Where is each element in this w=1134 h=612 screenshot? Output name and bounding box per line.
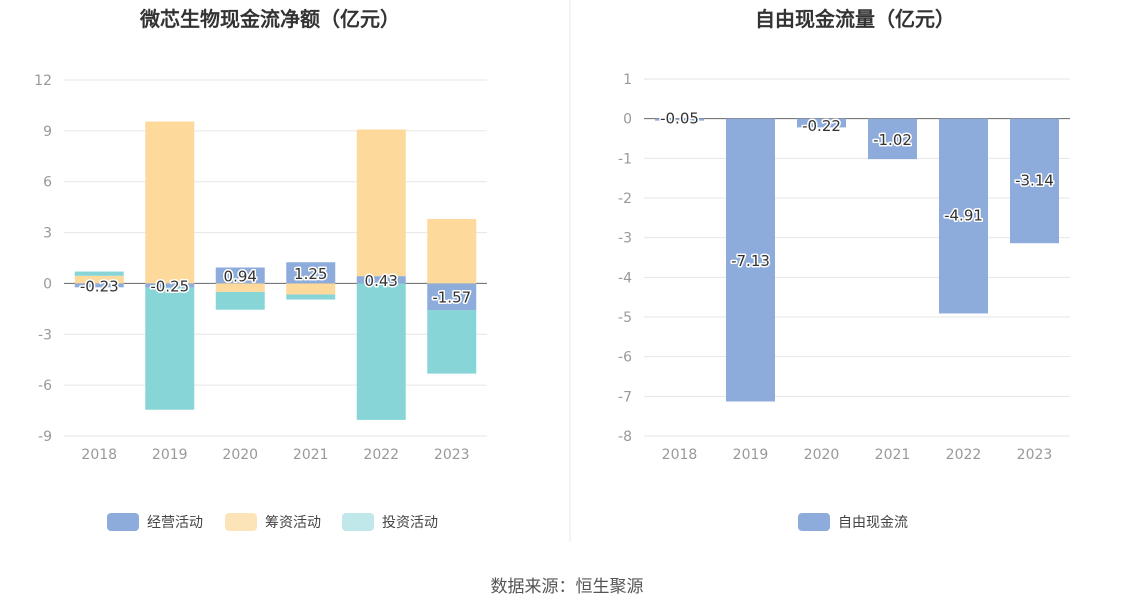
bar bbox=[655, 118, 704, 121]
y-tick-label: -6 bbox=[38, 378, 52, 394]
bar-segment bbox=[145, 121, 195, 284]
bar-segment bbox=[74, 271, 124, 276]
legend-item[interactable]: 经营活动 bbox=[107, 513, 203, 531]
bar-segment bbox=[74, 275, 124, 284]
legend: 自由现金流 bbox=[798, 513, 908, 531]
legend-item[interactable]: 筹资活动 bbox=[225, 513, 321, 531]
y-tick-label: 9 bbox=[43, 124, 52, 140]
bar bbox=[726, 118, 775, 402]
y-tick-label: 12 bbox=[34, 73, 52, 89]
y-tick-label: -7 bbox=[618, 389, 632, 405]
data-label: 0.94 bbox=[224, 267, 257, 285]
x-tick-label: 2023 bbox=[434, 447, 470, 463]
y-tick-label: -6 bbox=[618, 350, 632, 366]
bar-segment bbox=[286, 283, 336, 295]
x-tick-label: 2018 bbox=[81, 447, 117, 463]
legend-label: 筹资活动 bbox=[265, 514, 321, 531]
bar-segment bbox=[145, 283, 195, 288]
data-label: -4.91 bbox=[944, 207, 983, 225]
x-tick-label: 2021 bbox=[293, 447, 329, 463]
bar-segment bbox=[356, 283, 406, 420]
y-tick-label: 0 bbox=[43, 276, 52, 292]
bar bbox=[868, 118, 917, 160]
bar-segment bbox=[215, 283, 265, 292]
y-tick-label: 6 bbox=[43, 175, 52, 191]
y-tick-label: 0 bbox=[623, 112, 632, 128]
bar bbox=[797, 118, 846, 128]
y-tick-label: -2 bbox=[618, 191, 632, 207]
data-label: -3.14 bbox=[1015, 172, 1054, 190]
cash-flow-chart: 微芯生物现金流净额（亿元） 12 9 6 3 0 -3 -6 -9 2018 2019 2020 20… bbox=[34, 7, 487, 531]
data-label: -0.22 bbox=[802, 117, 841, 135]
y-tick-label: -8 bbox=[618, 429, 632, 445]
chart-title: 自由现金流量（亿元） bbox=[755, 7, 955, 31]
y-tick-label: -4 bbox=[618, 270, 632, 286]
bar-segment bbox=[145, 287, 195, 410]
legend-item[interactable]: 自由现金流 bbox=[798, 513, 908, 531]
legend-swatch bbox=[798, 513, 830, 531]
bar-segment bbox=[356, 129, 406, 277]
bar-segment bbox=[356, 276, 406, 284]
y-tick-label: -5 bbox=[618, 310, 632, 326]
bar-segment bbox=[286, 294, 336, 300]
bar-segment bbox=[427, 219, 477, 284]
legend: 经营活动 筹资活动 投资活动 bbox=[107, 513, 438, 531]
x-tick-label: 2022 bbox=[363, 447, 399, 463]
data-label: -7.13 bbox=[731, 252, 770, 270]
data-label: 1.25 bbox=[294, 265, 327, 283]
y-tick-label: -3 bbox=[38, 327, 52, 343]
bar-segment bbox=[215, 291, 265, 310]
legend-swatch bbox=[225, 513, 257, 531]
x-tick-label: 2020 bbox=[222, 447, 258, 463]
x-tick-label: 2023 bbox=[1017, 447, 1053, 463]
y-tick-label: -3 bbox=[618, 231, 632, 247]
data-label: -1.02 bbox=[873, 131, 912, 149]
x-tick-label: 2021 bbox=[875, 447, 911, 463]
x-tick-label: 2020 bbox=[804, 447, 840, 463]
legend-item[interactable]: 投资活动 bbox=[342, 513, 438, 531]
bar-segment bbox=[286, 262, 336, 284]
legend-label: 投资活动 bbox=[382, 515, 438, 531]
bar bbox=[1010, 118, 1059, 244]
data-label: -0.05 bbox=[660, 110, 699, 128]
data-label: -0.25 bbox=[150, 278, 189, 296]
bar bbox=[939, 118, 988, 314]
data-label: 0.43 bbox=[365, 272, 398, 290]
bar-segment bbox=[427, 283, 477, 311]
x-tick-label: 2019 bbox=[152, 447, 188, 463]
bar-segment bbox=[74, 283, 124, 288]
y-tick-label: 3 bbox=[43, 226, 52, 242]
data-label: -1.57 bbox=[432, 289, 471, 307]
x-tick-label: 2018 bbox=[662, 447, 698, 463]
chart-title: 微芯生物现金流净额（亿元） bbox=[139, 7, 400, 31]
free-cash-flow-chart: 自由现金流量（亿元） 1 0 -1 -2 -3 -4 -5 -6 -7 -8 2018 2019 202… bbox=[618, 7, 1070, 531]
y-tick-label: -1 bbox=[618, 151, 632, 167]
legend-swatch bbox=[342, 513, 374, 531]
data-label: -0.23 bbox=[80, 277, 119, 295]
bar-segment bbox=[215, 267, 265, 284]
data-source: 数据来源：恒生聚源 bbox=[490, 577, 644, 597]
legend-label: 自由现金流 bbox=[838, 515, 908, 531]
bar-segment bbox=[427, 310, 477, 374]
x-tick-label: 2019 bbox=[733, 447, 769, 463]
x-tick-label: 2022 bbox=[946, 447, 982, 463]
y-tick-label: -9 bbox=[38, 429, 52, 445]
legend-label: 经营活动 bbox=[147, 515, 203, 531]
y-tick-label: 1 bbox=[623, 72, 632, 88]
legend-swatch bbox=[107, 513, 139, 531]
